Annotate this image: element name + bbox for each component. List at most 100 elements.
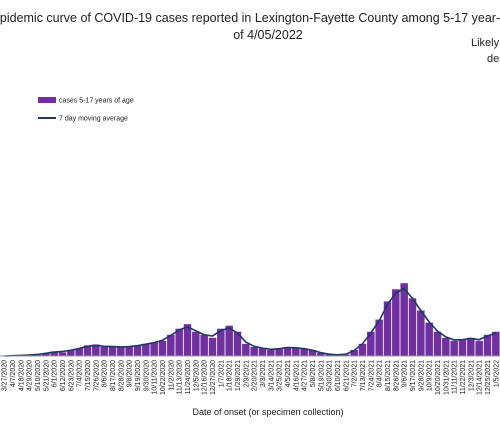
bar [300,348,308,356]
bar [483,334,492,356]
bar [58,352,67,356]
x-tick-label: 6/10/2021 [335,360,342,391]
bar [375,319,383,356]
bar [217,328,225,356]
x-tick-label: 5/30/2021 [327,360,334,391]
x-tick-label: 7/13/2021 [360,360,367,391]
x-tick-label: 9/19/2020 [135,360,142,391]
bar [208,337,217,356]
bar [442,337,450,356]
x-tick-label: 12/16/2020 [202,360,209,395]
bar [325,354,333,356]
x-tick-label: 8/4/2021 [377,360,384,387]
x-tick-label: 5/8/2021 [310,360,317,387]
x-tick-label: 8/28/2020 [118,360,125,391]
x-tick-label: 1/18/2021 [227,360,234,391]
bar [192,331,200,356]
x-tick-label: 12/5/2020 [193,360,200,391]
x-tick-label: 12/3/2021 [468,360,475,391]
bar [100,346,108,356]
bar [225,325,233,356]
x-tick-label: 6/21/2021 [343,360,350,391]
x-tick-label: 8/17/2020 [110,360,117,391]
x-tick-label: 7/2/2021 [352,360,359,387]
bar [383,301,392,356]
x-tick-label: 10/9/2021 [427,360,434,391]
bar [75,348,83,356]
bar [183,324,192,356]
bar [467,337,475,356]
x-tick-label: 1/5/2022 [493,360,500,387]
x-tick-label: 9/8/2020 [127,360,134,387]
bar [108,346,117,356]
x-tick-label: 8/15/2021 [385,360,392,391]
x-tick-label: 6/23/2020 [68,360,75,391]
bar [158,340,167,356]
bar [267,349,275,356]
x-tick-label: 12/25/2021 [485,360,492,395]
x-tick-label: 10/31/2021 [443,360,450,395]
bar [433,331,442,356]
x-tick-label: 10/20/2021 [435,360,442,395]
x-tick-label: 3/25/2021 [277,360,284,391]
bar [150,342,158,356]
bar [367,331,375,356]
bar [283,346,292,356]
bar [275,348,283,356]
bar [133,345,142,356]
x-tick-label: 11/22/2021 [460,360,467,395]
x-tick-label: 7/4/2020 [77,360,84,387]
bar [308,349,317,356]
x-tick-label: 2/20/2021 [252,360,259,391]
annotation: Likely [471,37,500,49]
bar [492,331,500,356]
x-tick-label: 5/19/2021 [318,360,325,391]
x-tick-label: 7/15/2020 [85,360,92,391]
legend-swatch [38,97,56,103]
bar [167,334,175,356]
x-tick-label: 8/6/2020 [102,360,109,387]
legend-label: 7 day moving average [59,116,128,123]
x-tick-label: 4/18/2020 [18,360,25,391]
annotation: de [487,53,499,65]
x-tick-label: 9/28/2021 [418,360,425,391]
x-tick-label: 12/27/2020 [210,360,217,395]
bar [250,346,258,356]
x-tick-label: 6/12/2020 [60,360,67,391]
bar [83,345,92,356]
x-axis-label: Date of onset (or specimen collection) [192,407,343,417]
bar [200,334,208,356]
x-tick-label: 4/7/2020 [10,360,17,387]
x-tick-label: 7/24/2021 [368,360,375,391]
bar [242,343,250,356]
bar [317,352,325,356]
bar [342,354,350,356]
bar [92,344,100,356]
bar [175,328,183,356]
x-tick-label: 3/3/2021 [260,360,267,387]
x-tick-label: 7/26/2020 [93,360,100,391]
x-tick-label: 5/10/2020 [35,360,42,391]
legend-label: cases 5-17 years of age [59,98,134,105]
x-tick-label: 4/5/2021 [285,360,292,387]
x-tick-label: 4/16/2021 [293,360,300,391]
bar [458,339,467,356]
bar [392,289,400,356]
bar [292,347,300,356]
line [4,287,497,357]
bar [358,343,367,356]
x-tick-label: 2/9/2021 [243,360,250,387]
bar [42,352,50,356]
x-tick-label: 8/26/2021 [393,360,400,391]
bar [417,310,425,356]
x-tick-label: 11/11/2021 [452,360,459,394]
bar [125,346,133,356]
bar [450,340,458,356]
bar [258,348,267,356]
bar [233,331,242,356]
x-tick-label: 4/27/2021 [302,360,309,391]
bar [67,349,75,356]
x-tick-label: 1/29/2021 [235,360,242,391]
x-tick-label: 9/6/2021 [402,360,409,387]
